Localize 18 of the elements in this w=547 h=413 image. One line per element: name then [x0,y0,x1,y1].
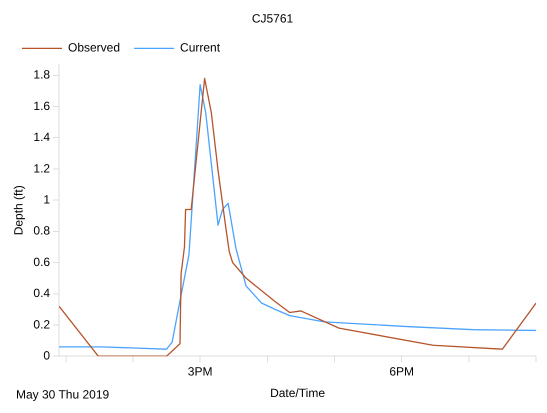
x-tick-label: 3PM [188,364,212,379]
chart-title: CJ5761 [252,12,294,26]
x-tick-label: 6PM [389,364,414,379]
y-tick-label: 1.2 [33,161,50,176]
legend-label: Observed [68,40,120,55]
y-tick-label: 0.6 [33,254,50,269]
y-tick-label: 1.4 [33,130,50,144]
y-tick-label: 1.8 [33,68,50,82]
legend-label: Current [180,40,221,55]
y-tick-label: 1.6 [33,98,50,113]
text: May 30 Thu 2019 [16,387,110,402]
y-tick-label: 0.8 [33,224,50,238]
y-axis-title: Depth (ft) [12,185,26,236]
y-tick-label: 0.2 [33,317,50,332]
x-axis-title: Date/Time [270,386,326,400]
y-tick-label: 0 [43,348,50,363]
y-tick-label: 1 [43,192,50,206]
y-tick-label: 0.4 [33,286,50,300]
